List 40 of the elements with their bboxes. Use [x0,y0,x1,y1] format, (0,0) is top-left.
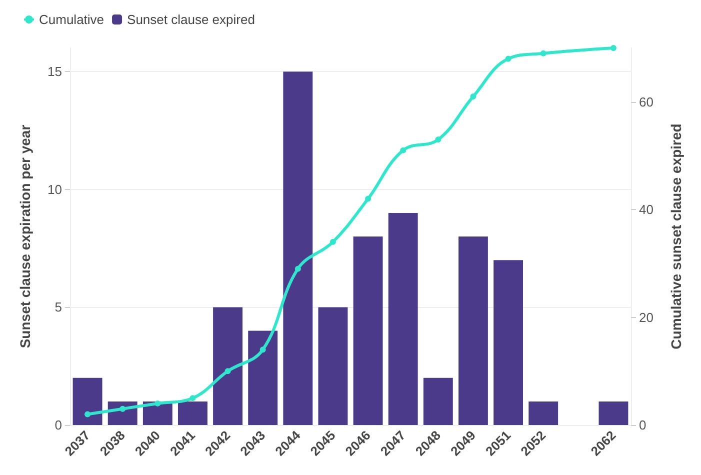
point [540,50,546,56]
bar [213,307,243,425]
point [435,136,442,143]
point [330,238,336,245]
bar [72,378,102,425]
bar [423,378,453,425]
point [260,346,266,353]
y2-axis-title: Cumulative sunset clause expired [668,124,684,350]
y2-tick-label: 60 [639,94,654,110]
bar [494,260,524,425]
point [610,45,616,51]
point [120,406,126,412]
point [400,147,406,154]
y-tick-label: 0 [54,418,62,432]
bar [283,72,313,425]
y-tick-label: 10 [48,182,62,197]
bar [353,236,383,425]
bar [318,307,348,425]
y2-tick-label: 20 [639,310,654,325]
point [224,368,231,374]
y-axis-title: Sunset clause expiration per year [17,124,33,348]
point [190,395,196,402]
y2-tick-label: 40 [639,202,654,218]
point [365,196,372,202]
y-tick-label: 15 [48,64,62,80]
point [505,56,512,62]
point [294,266,301,272]
point [154,400,161,406]
y2-tick-label: 0 [639,418,646,432]
point [470,93,476,100]
bar [528,401,558,425]
bar [388,212,418,425]
legend-label: Cumulative [39,12,104,27]
bar [458,236,488,425]
legend-label: Sunset clause expired [127,12,255,27]
point [84,411,91,418]
y-tick-label: 5 [54,300,62,315]
bar [178,401,208,425]
bar [248,330,278,425]
bar [598,401,628,425]
